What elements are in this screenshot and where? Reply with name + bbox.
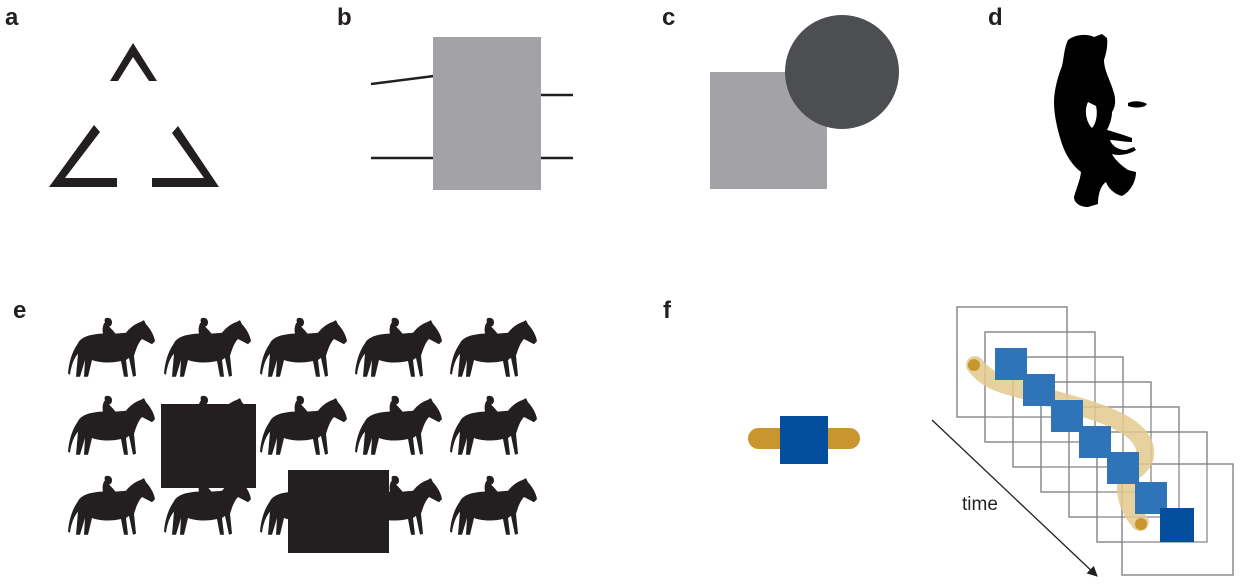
silhouette-shape xyxy=(1054,34,1136,207)
panel-label-c: c xyxy=(662,4,676,31)
gold-dot-end xyxy=(1135,518,1147,530)
line-left-upper xyxy=(370,74,435,86)
time-label: time xyxy=(962,494,998,515)
occluder-square-1 xyxy=(161,404,256,488)
blue-square-final xyxy=(1160,508,1194,542)
horse-rider-icon xyxy=(355,317,442,377)
time-arrow xyxy=(931,419,1098,577)
horse-rider-icon xyxy=(68,475,155,535)
horse-rider-icon xyxy=(450,475,537,535)
blue-square-frame xyxy=(1107,452,1139,484)
gold-dot-start xyxy=(968,359,980,371)
panel-label-e: e xyxy=(13,297,27,324)
blue-square-frame xyxy=(1079,426,1111,458)
triangle-fragment-left xyxy=(49,125,117,187)
blue-square-frame xyxy=(1051,400,1083,432)
blue-square-frame xyxy=(995,348,1027,380)
panel-a-illusory-triangle xyxy=(49,43,219,187)
triangle-fragment-top xyxy=(110,43,157,81)
panel-label-a: a xyxy=(5,4,19,31)
horse-rider-icon xyxy=(450,395,537,455)
horse-rider-icon xyxy=(450,317,537,377)
panel-label-f: f xyxy=(663,297,671,324)
panel-e-horse-grid xyxy=(68,317,537,553)
blue-square xyxy=(780,416,828,464)
triangle-fragment-right xyxy=(152,126,219,187)
panel-c-overlap xyxy=(710,15,899,189)
panel-label-d: d xyxy=(988,4,1003,31)
blue-square-frame xyxy=(1023,374,1055,406)
horse-rider-icon xyxy=(68,395,155,455)
horse-rider-icon xyxy=(68,317,155,377)
panel-label-b: b xyxy=(337,4,352,31)
occluder-square-2 xyxy=(288,470,389,553)
horse-rider-icon xyxy=(260,317,347,377)
horse-rider-icon xyxy=(164,317,251,377)
horse-rider-icon xyxy=(260,395,347,455)
horse-rider-icon xyxy=(355,395,442,455)
panel-f-static-object xyxy=(748,416,860,464)
panel-b-occlusion xyxy=(370,37,573,190)
panel-f-time-frames: time xyxy=(931,306,1234,577)
gray-occluder-box xyxy=(433,37,541,190)
dark-circle xyxy=(785,15,899,129)
silhouette-eye-detail xyxy=(1128,101,1147,108)
frame-outlines xyxy=(956,306,1234,576)
panel-d-face-silhouette xyxy=(1054,34,1147,207)
